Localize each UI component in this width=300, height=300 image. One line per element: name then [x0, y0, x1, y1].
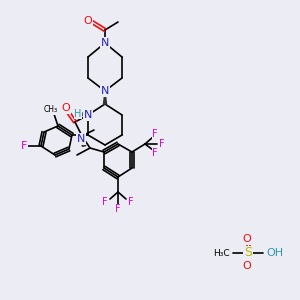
Text: OH: OH [266, 248, 283, 258]
Text: O: O [61, 103, 70, 113]
Text: H₃C: H₃C [213, 248, 230, 257]
Polygon shape [80, 112, 88, 116]
Text: F: F [115, 204, 121, 214]
Text: N: N [77, 134, 85, 144]
Text: O: O [84, 16, 92, 26]
Text: F: F [21, 141, 27, 151]
Text: N: N [84, 110, 92, 120]
Text: F: F [159, 139, 165, 149]
Text: N: N [101, 86, 109, 96]
Text: F: F [152, 148, 158, 158]
Text: O: O [243, 261, 251, 271]
Text: H: H [74, 109, 82, 119]
Text: N: N [101, 38, 109, 48]
Text: O: O [243, 234, 251, 244]
Text: F: F [152, 129, 158, 139]
Polygon shape [82, 136, 86, 146]
Polygon shape [103, 91, 106, 104]
Text: S: S [244, 247, 252, 260]
Text: CH₃: CH₃ [44, 106, 58, 115]
Text: F: F [128, 197, 134, 207]
Text: F: F [102, 197, 108, 207]
